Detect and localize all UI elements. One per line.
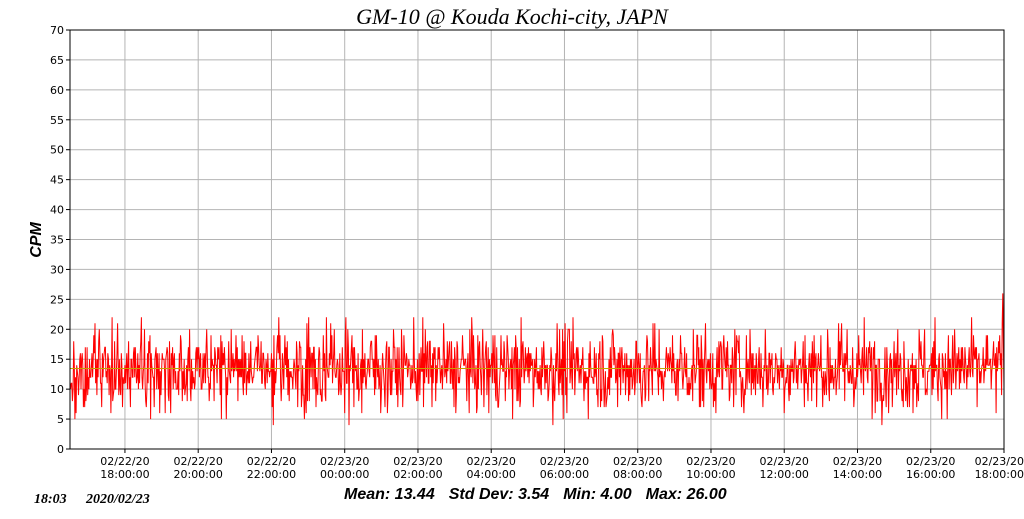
y-tick-label: 40 xyxy=(50,204,64,217)
y-axis-label: CPM xyxy=(28,222,45,258)
x-tick-time-label: 18:00:00 xyxy=(100,468,149,481)
y-tick-label: 0 xyxy=(57,443,64,456)
x-tick-time-label: 08:00:00 xyxy=(613,468,662,481)
y-tick-label: 25 xyxy=(50,293,64,306)
y-tick-label: 60 xyxy=(50,84,64,97)
x-tick-time-label: 00:00:00 xyxy=(320,468,369,481)
x-tick-date-label: 02/23/20 xyxy=(540,455,589,468)
stat-std-dev: Std Dev: 3.54 xyxy=(448,486,550,503)
footer-date: 2020/02/23 xyxy=(86,492,150,507)
x-tick-time-label: 04:00:00 xyxy=(467,468,516,481)
stat-mean: Mean: 13.44 xyxy=(344,486,435,503)
x-tick-date-label: 02/23/20 xyxy=(320,455,369,468)
y-tick-label: 50 xyxy=(50,144,64,157)
x-tick-date-label: 02/23/20 xyxy=(393,455,442,468)
tick-labels: 051015202530354045505560657002/22/2018:0… xyxy=(28,24,1024,481)
x-tick-date-label: 02/23/20 xyxy=(613,455,662,468)
x-tick-time-label: 20:00:00 xyxy=(173,468,222,481)
statistics-summary: Mean: 13.44 Std Dev: 3.54 Min: 4.00 Max: 26… xyxy=(344,486,741,504)
stat-max: Max: 26.00 xyxy=(645,486,727,503)
x-tick-date-label: 02/23/20 xyxy=(760,455,809,468)
footer-time: 18:03 xyxy=(34,492,67,507)
y-tick-label: 5 xyxy=(57,413,64,426)
y-tick-label: 20 xyxy=(50,323,64,336)
y-tick-label: 35 xyxy=(50,234,64,247)
x-tick-date-label: 02/22/20 xyxy=(173,455,222,468)
y-tick-label: 65 xyxy=(50,54,64,67)
x-tick-date-label: 02/22/20 xyxy=(247,455,296,468)
x-tick-date-label: 02/23/20 xyxy=(686,455,735,468)
x-tick-date-label: 02/23/20 xyxy=(975,455,1024,468)
x-tick-date-label: 02/22/20 xyxy=(100,455,149,468)
x-tick-date-label: 02/23/20 xyxy=(467,455,516,468)
y-tick-label: 10 xyxy=(50,383,64,396)
chart-title: GM-10 @ Kouda Kochi-city, JAPN xyxy=(356,4,668,29)
x-tick-time-label: 18:00:00 xyxy=(975,468,1024,481)
x-tick-time-label: 06:00:00 xyxy=(540,468,589,481)
y-tick-label: 55 xyxy=(50,114,64,127)
y-tick-label: 45 xyxy=(50,174,64,187)
axes xyxy=(66,29,1005,453)
y-tick-label: 30 xyxy=(50,263,64,276)
y-tick-label: 15 xyxy=(50,353,64,366)
x-tick-time-label: 10:00:00 xyxy=(686,468,735,481)
series-cpm-line xyxy=(69,293,1005,426)
stat-min: Min: 4.00 xyxy=(563,486,632,503)
x-tick-time-label: 02:00:00 xyxy=(393,468,442,481)
x-tick-date-label: 02/23/20 xyxy=(906,455,955,468)
data-series xyxy=(69,293,1005,426)
x-tick-time-label: 22:00:00 xyxy=(247,468,296,481)
x-tick-time-label: 16:00:00 xyxy=(906,468,955,481)
plot-frame xyxy=(69,29,1005,450)
x-tick-time-label: 14:00:00 xyxy=(833,468,882,481)
y-tick-label: 70 xyxy=(50,24,64,37)
x-tick-date-label: 02/23/20 xyxy=(833,455,882,468)
x-tick-time-label: 12:00:00 xyxy=(760,468,809,481)
grid-lines xyxy=(70,30,1004,449)
